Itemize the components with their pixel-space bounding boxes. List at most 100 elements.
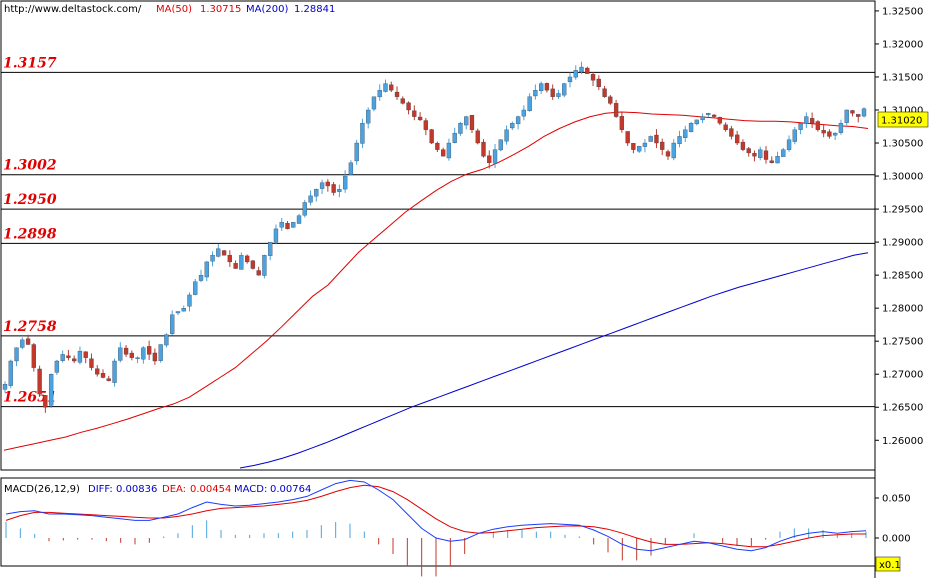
candle-body — [14, 347, 19, 362]
candle-body — [833, 132, 838, 136]
candle-body — [469, 115, 475, 130]
level-label: 1.2898 — [3, 226, 57, 242]
candle-body — [37, 368, 42, 395]
macd-diff-line — [5, 479, 867, 552]
candle-body — [544, 83, 550, 91]
price-tick-label: 1.28000 — [882, 304, 923, 315]
candle-body — [146, 346, 152, 355]
candle-body — [521, 109, 527, 117]
candle-body — [504, 129, 509, 142]
candle-body — [464, 116, 469, 126]
candle-body — [216, 248, 221, 257]
candle-body — [239, 255, 244, 270]
candle-body — [406, 102, 411, 111]
candle-body — [458, 123, 463, 134]
candle-body — [106, 378, 111, 381]
candle-body — [250, 260, 256, 269]
candle-body — [100, 373, 106, 378]
ma50-label: MA(50) — [156, 4, 192, 15]
candle-body — [221, 250, 227, 256]
candle-body — [325, 181, 330, 187]
candle-body — [746, 148, 751, 154]
ma200-value: 1.28841 — [294, 4, 335, 15]
candle-body — [227, 255, 232, 263]
candle-body — [244, 255, 250, 263]
candle-body — [187, 294, 192, 307]
candle-body — [314, 189, 319, 197]
candle-body — [533, 90, 538, 97]
candle-body — [556, 93, 561, 97]
candle-body — [181, 308, 186, 312]
candle-body — [740, 141, 746, 150]
candle-body — [856, 114, 861, 117]
candle-body — [135, 357, 140, 359]
candle-body — [515, 116, 521, 125]
candle-body — [861, 108, 867, 117]
candle-body — [43, 395, 48, 408]
zoom-text: x0.1 — [879, 560, 901, 571]
macd-dea-label: DEA: — [162, 484, 186, 495]
candle-body — [585, 67, 590, 74]
candle-body — [619, 116, 625, 130]
price-tick-label: 1.31000 — [882, 105, 923, 116]
candle-body — [654, 134, 659, 144]
candle-body — [440, 149, 446, 157]
candle-body — [763, 150, 769, 160]
level-lines: 1.3157 1.3002 1.2950 1.2898 1.2758 1.2651 — [1, 55, 875, 408]
level-label: 1.3002 — [3, 158, 57, 174]
candle-body — [429, 129, 434, 144]
candle-body — [302, 202, 307, 216]
candle-body — [66, 355, 71, 358]
candle-body — [786, 139, 792, 150]
candle-body — [838, 123, 844, 133]
level-label: 1.2950 — [3, 192, 57, 208]
candle-body — [717, 117, 723, 124]
candle-body — [198, 274, 204, 281]
price-tick-label: 1.26000 — [882, 436, 923, 447]
candle-body — [158, 344, 163, 361]
candle-body — [729, 128, 734, 137]
candle-body — [706, 113, 711, 115]
candle-body — [210, 255, 215, 262]
candle-body — [354, 142, 359, 162]
candle-body — [735, 134, 740, 144]
candle-body — [804, 116, 809, 124]
candle-body — [700, 116, 705, 121]
level-label: 1.2758 — [3, 319, 57, 335]
candle-body — [285, 223, 290, 230]
candle-body — [660, 141, 665, 150]
candle-body — [175, 311, 181, 314]
candle-body — [625, 131, 630, 144]
candle-body — [377, 90, 382, 98]
candle-body — [394, 91, 400, 97]
candle-body — [48, 374, 54, 406]
candle-body — [291, 222, 296, 228]
candle-body — [337, 189, 342, 192]
price-tick-label: 1.31500 — [882, 72, 923, 83]
level-label: 1.3157 — [3, 55, 57, 71]
candle-body — [348, 162, 354, 175]
candle-body — [112, 360, 117, 383]
candle-body — [129, 352, 134, 358]
candle-body — [60, 354, 65, 361]
candle-body — [781, 149, 786, 157]
candle-body — [8, 360, 13, 386]
zoom-badge[interactable] — [875, 556, 901, 572]
candle-body — [567, 76, 573, 83]
macd-dea-line — [5, 484, 866, 548]
candle-body — [683, 129, 688, 138]
macd-diff-value: 0.00836 — [116, 484, 157, 495]
candle-body — [389, 84, 394, 91]
price-tick-label: 1.30000 — [882, 172, 923, 183]
candle-body — [758, 149, 763, 158]
candle-body — [815, 121, 821, 130]
candle-body — [262, 255, 267, 276]
candle-body — [25, 338, 31, 345]
price-tick-label: 1.32500 — [882, 6, 923, 17]
candle-body — [510, 123, 515, 129]
candle-body — [2, 383, 8, 390]
ma50-value: 1.30715 — [200, 4, 241, 15]
